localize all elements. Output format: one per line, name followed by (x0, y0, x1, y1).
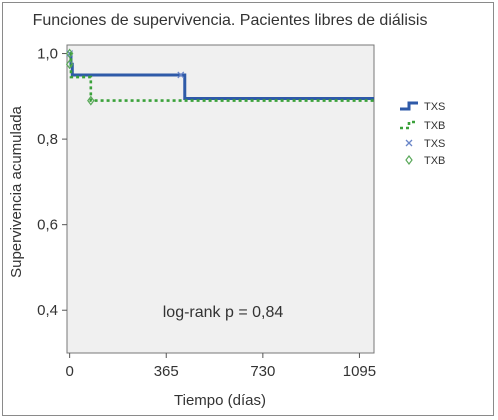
legend-marker-x (405, 139, 413, 147)
x-tick-label: 730 (250, 363, 275, 380)
legend-item: TXS (400, 101, 445, 113)
legend-marker-diamond (405, 155, 413, 165)
censor-mark-x (177, 71, 185, 79)
series-layer (65, 48, 374, 106)
y-tick-label: 0,6 (37, 217, 58, 234)
legend-label: TXS (424, 101, 445, 113)
legend-item: TXB (400, 120, 445, 132)
x-axis-title: Tiempo (días) (174, 392, 266, 409)
legend-label: TXS (424, 138, 445, 150)
x-axis: 0 365 730 1095 (65, 353, 376, 380)
x-tick-label: 0 (65, 363, 73, 380)
censor-mark-diamond (65, 48, 74, 59)
legend: TXS TXB TXS TXB (400, 101, 445, 167)
censor-mark-diamond (87, 95, 95, 106)
y-axis: 0,4 0,6 0,8 1,0 (37, 46, 67, 319)
legend-label: TXB (424, 155, 445, 167)
legend-item: TXB (405, 155, 445, 167)
x-tick-label: 1095 (343, 363, 376, 380)
legend-item: TXS (405, 138, 445, 150)
legend-label: TXB (424, 120, 445, 132)
y-axis-title: Supervivencia acumulada (8, 105, 25, 277)
legend-swatch-dotted (400, 120, 418, 130)
x-tick-label: 365 (154, 363, 179, 380)
log-rank-annotation: log-rank p = 0,84 (163, 304, 284, 321)
y-tick-label: 1,0 (37, 46, 58, 63)
plot-area (66, 44, 375, 354)
censor-mark-diamond (65, 59, 74, 70)
series-line-txb (69, 52, 374, 102)
y-tick-label: 0,8 (37, 131, 58, 148)
legend-swatch-line (400, 101, 418, 111)
y-tick-label: 0,4 (37, 302, 58, 319)
chart-title: Funciones de supervivencia. Pacientes li… (33, 12, 428, 29)
